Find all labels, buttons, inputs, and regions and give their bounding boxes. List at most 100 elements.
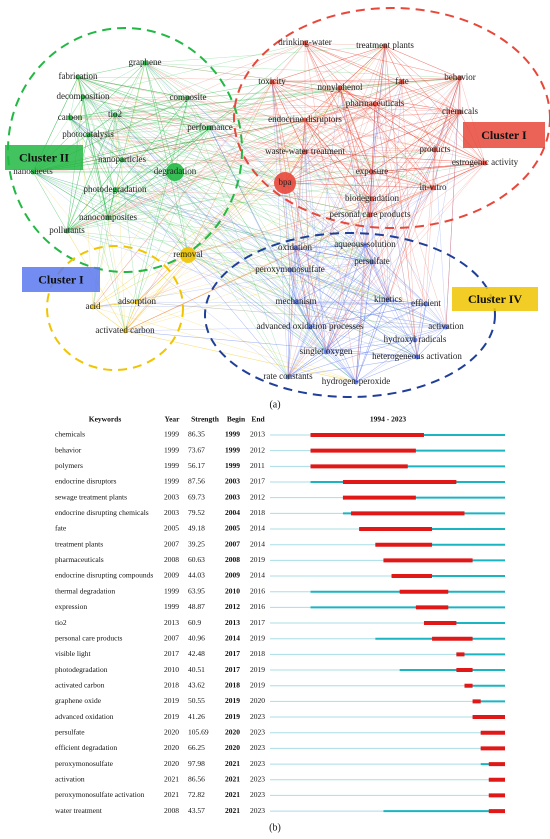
strength: 43.57 — [188, 806, 205, 815]
edge — [82, 96, 211, 129]
edge — [114, 127, 211, 191]
keyword: endocrine disruptors — [55, 477, 117, 486]
edge — [114, 189, 371, 216]
edge — [369, 81, 403, 216]
edge — [304, 42, 386, 47]
edge — [77, 76, 89, 136]
edge — [339, 87, 486, 164]
node — [185, 95, 191, 101]
end: 2016 — [250, 586, 265, 595]
edge — [187, 187, 434, 256]
begin: 2021 — [225, 806, 240, 815]
edge — [136, 301, 357, 383]
edge — [325, 244, 366, 353]
edge — [114, 189, 311, 328]
edge — [371, 198, 416, 341]
edge — [69, 96, 84, 119]
edge — [355, 299, 389, 383]
edge — [284, 87, 341, 184]
edge — [304, 103, 376, 121]
edge — [114, 114, 211, 129]
edge — [187, 97, 373, 200]
year: 2019 — [164, 696, 179, 705]
edge — [136, 254, 189, 303]
edge — [82, 96, 418, 358]
edge — [294, 247, 327, 353]
edge — [355, 77, 461, 383]
edge — [69, 76, 79, 119]
node — [457, 109, 463, 115]
edge — [66, 77, 461, 232]
edge — [77, 76, 211, 129]
year: 2009 — [164, 571, 179, 580]
edge — [82, 96, 389, 301]
edge — [371, 162, 486, 200]
begin: 2021 — [225, 774, 240, 783]
edge — [174, 77, 461, 173]
begin: 1999 — [225, 461, 240, 470]
edge — [69, 117, 306, 121]
node-label: persulfate — [354, 256, 389, 266]
edge — [289, 269, 311, 328]
end: 2023 — [250, 727, 265, 736]
edge — [66, 127, 211, 232]
edge — [82, 96, 306, 121]
edge — [114, 114, 176, 173]
edge — [287, 269, 291, 378]
end: 2017 — [250, 477, 265, 486]
edge — [271, 81, 306, 121]
edge — [325, 303, 427, 353]
edge — [325, 77, 461, 353]
edge — [371, 45, 386, 200]
edge — [82, 96, 366, 246]
edge — [136, 301, 427, 305]
edge — [174, 171, 371, 216]
edge — [77, 76, 189, 99]
edge — [355, 326, 447, 383]
edge — [174, 127, 211, 173]
node-label: hydrogen-peroxide — [322, 376, 390, 386]
end: 2019 — [250, 680, 265, 689]
edge — [114, 62, 146, 191]
keyword: water treatment — [55, 806, 103, 815]
strength: 63.95 — [188, 586, 205, 595]
node — [75, 74, 81, 80]
edge — [124, 244, 366, 332]
edge — [87, 134, 109, 219]
edge — [287, 351, 327, 378]
edge — [271, 81, 376, 105]
edge — [287, 162, 486, 378]
edge — [401, 81, 461, 113]
edge — [136, 127, 211, 303]
edge — [271, 81, 289, 378]
edge — [325, 299, 389, 353]
end: 2012 — [250, 492, 265, 501]
node — [292, 245, 298, 251]
edge — [355, 171, 373, 383]
edge — [339, 87, 427, 305]
edge — [294, 244, 366, 249]
edge — [82, 96, 189, 99]
node — [285, 374, 291, 380]
edge — [87, 134, 123, 161]
edge — [77, 76, 123, 161]
edge — [77, 76, 84, 98]
edge — [304, 119, 436, 151]
node-label: behavior — [444, 72, 476, 82]
edge — [66, 81, 403, 232]
node — [112, 187, 118, 193]
edge — [355, 244, 366, 383]
edge — [287, 269, 291, 378]
edge — [271, 77, 461, 83]
edge — [77, 76, 109, 219]
edge — [371, 187, 434, 263]
edge — [355, 339, 416, 383]
strength: 50.55 — [188, 696, 205, 705]
year: 2007 — [164, 633, 179, 642]
cluster-label: Cluster I — [481, 128, 527, 142]
edge — [82, 96, 109, 219]
edge — [416, 149, 436, 358]
node — [119, 157, 125, 163]
edge — [287, 356, 418, 378]
edge — [107, 189, 116, 219]
